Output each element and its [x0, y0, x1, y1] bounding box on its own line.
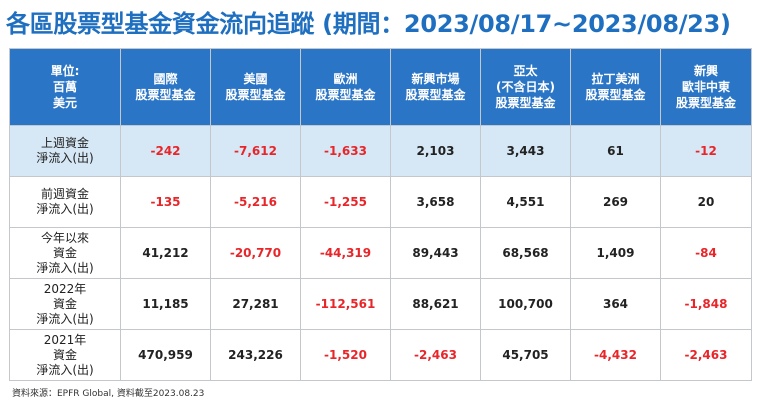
row-label: 2022年 資金 淨流入(出) [9, 278, 121, 330]
table-row: 2021年 資金 淨流入(出) 470,959 243,226 -1,520 -2,463 4… [9, 329, 752, 381]
table-cell: -4,432 [570, 329, 661, 381]
row-label-line: 淨流入(出) [36, 151, 94, 165]
fund-flow-table: 單位: 百萬 美元 國際 股票型基金 美國 股票型基金 歐洲 股票型基金 新興市… [9, 48, 752, 381]
table-cell: -135 [120, 176, 211, 228]
table-row: 2022年 資金 淨流入(出) 11,185 27,281 -112,561 88,621 1… [9, 278, 752, 330]
header-line: 歐洲 [333, 72, 358, 86]
table-cell: 89,443 [390, 227, 481, 279]
table-cell: -1,255 [300, 176, 391, 228]
table-cell: 68,568 [480, 227, 571, 279]
row-label-line: 今年以來 [40, 230, 89, 245]
table-cell: 61 [570, 125, 661, 177]
table-cell: -12 [660, 125, 752, 177]
table-cell: 41,212 [120, 227, 211, 279]
source-note: 資料來源：EPFR Global, 資料截至2023.08.23 [12, 389, 205, 399]
table-cell: -1,633 [300, 125, 391, 177]
table-row: 前週資金 淨流入(出) -135 -5,216 -1,255 3,658 4,551 269 2… [9, 176, 752, 228]
header-line: 股票型基金 [315, 88, 376, 102]
table-cell: -1,520 [300, 329, 391, 381]
table-cell: 11,185 [120, 278, 211, 330]
table-cell: -44,319 [300, 227, 391, 279]
column-header-emerging: 新興市場 股票型基金 [390, 48, 481, 126]
table-cell: 3,658 [390, 176, 481, 228]
row-label: 今年以來 資金 淨流入(出) [9, 227, 121, 279]
column-header-asia-pacific: 亞太 (不含日本) 股票型基金 [480, 48, 571, 126]
column-header-europe: 歐洲 股票型基金 [300, 48, 391, 126]
header-line: 股票型基金 [675, 96, 736, 110]
row-label-line: 上週資金 [40, 136, 89, 150]
header-line: 國際 [153, 72, 178, 86]
header-line: 新興 [693, 64, 718, 78]
row-label: 上週資金 淨流入(出) [9, 125, 121, 177]
table-cell: 88,621 [390, 278, 481, 330]
header-line: 股票型基金 [495, 96, 556, 110]
header-line: 股票型基金 [405, 88, 466, 102]
row-label-line: 資金 [52, 347, 77, 362]
table-cell: 364 [570, 278, 661, 330]
unit-line: 百萬 [52, 80, 77, 94]
row-label-line: 2021年 [43, 332, 87, 347]
row-label-line: 淨流入(出) [36, 260, 94, 275]
header-line: 歐非中東 [681, 80, 730, 94]
unit-line: 美元 [52, 96, 77, 110]
table-cell: -84 [660, 227, 752, 279]
page-title: 各區股票型基金資金流向追蹤 (期間：2023/08/17~2023/08/23) [6, 10, 731, 38]
table-cell: -5,216 [210, 176, 301, 228]
table-cell: -20,770 [210, 227, 301, 279]
header-line: 美國 [243, 72, 268, 86]
column-header-latin-america: 拉丁美洲 股票型基金 [570, 48, 661, 126]
column-header-global: 國際 股票型基金 [120, 48, 211, 126]
table-cell: 20 [660, 176, 752, 228]
table-cell: 243,226 [210, 329, 301, 381]
column-header-us: 美國 股票型基金 [210, 48, 301, 126]
table-cell: 470,959 [120, 329, 211, 381]
unit-line: 單位: [50, 64, 80, 78]
table-row: 上週資金 淨流入(出) -242 -7,612 -1,633 2,103 3,443 61 -1… [9, 125, 752, 177]
row-label: 前週資金 淨流入(出) [9, 176, 121, 228]
header-line: 亞太 [513, 64, 538, 78]
header-line: 股票型基金 [135, 88, 196, 102]
unit-header: 單位: 百萬 美元 [9, 48, 121, 126]
table-cell: 45,705 [480, 329, 571, 381]
row-label-line: 淨流入(出) [36, 311, 94, 326]
table-cell: 269 [570, 176, 661, 228]
header-line: (不含日本) [496, 80, 555, 94]
header-line: 股票型基金 [225, 88, 286, 102]
row-label-line: 前週資金 [40, 187, 89, 201]
table-cell: -2,463 [390, 329, 481, 381]
header-line: 拉丁美洲 [591, 72, 640, 86]
row-label-line: 資金 [52, 245, 77, 260]
table-cell: 1,409 [570, 227, 661, 279]
row-label-line: 淨流入(出) [36, 202, 94, 216]
table-cell: 27,281 [210, 278, 301, 330]
header-line: 新興市場 [411, 72, 460, 86]
row-label-line: 淨流入(出) [36, 362, 94, 377]
header-line: 股票型基金 [585, 88, 646, 102]
table-cell: -112,561 [300, 278, 391, 330]
row-label: 2021年 資金 淨流入(出) [9, 329, 121, 381]
table-cell: -2,463 [660, 329, 752, 381]
table-cell: -1,848 [660, 278, 752, 330]
table-cell: 2,103 [390, 125, 481, 177]
table-cell: 3,443 [480, 125, 571, 177]
table-cell: 4,551 [480, 176, 571, 228]
table-cell: -242 [120, 125, 211, 177]
column-header-emea: 新興 歐非中東 股票型基金 [660, 48, 752, 126]
table-header-row: 單位: 百萬 美元 國際 股票型基金 美國 股票型基金 歐洲 股票型基金 新興市… [9, 48, 752, 126]
row-label-line: 資金 [52, 296, 77, 311]
table-cell: 100,700 [480, 278, 571, 330]
table-cell: -7,612 [210, 125, 301, 177]
row-label-line: 2022年 [43, 281, 87, 296]
table-row: 今年以來 資金 淨流入(出) 41,212 -20,770 -44,319 89,443 68… [9, 227, 752, 279]
